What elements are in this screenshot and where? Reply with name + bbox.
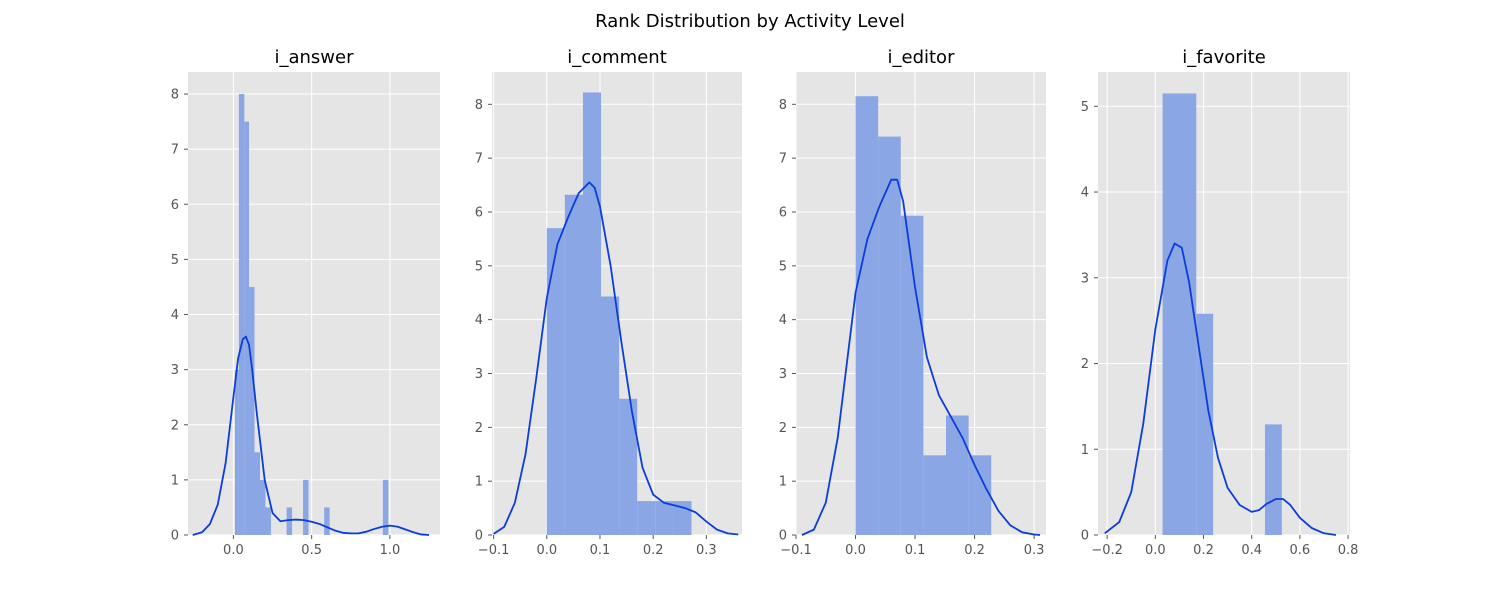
histogram-bar [546,228,565,535]
x-tick-label: 0.1 [590,543,611,558]
y-tick-label: 8 [779,98,787,113]
x-tick-label: 0.0 [536,543,557,558]
y-tick-label: 7 [171,143,179,158]
y-tick-label: 1 [1081,443,1089,458]
subplot-4: −0.2 0.0 0.2 0.4 0.6 0.8 0 1 2 3 4 5 i_favorite [1081,47,1359,558]
subplot-title: i_favorite [1182,47,1266,68]
y-tick-label: 0 [475,529,483,544]
x-tick-label: 0.0 [223,543,244,558]
y-tick-label: 2 [1081,357,1089,372]
x-tick-label: 0.2 [1193,543,1214,558]
y-tick-label: 8 [475,98,483,113]
subplot-title: i_editor [888,47,956,68]
y-tick-label: 0 [779,529,787,544]
y-tick-label: 3 [1081,271,1089,286]
subplots: 0.0 0.5 1.0 0 1 2 3 4 5 6 7 8 i_answer −0.1 0.0 0.1 0.2 0… [171,47,1359,558]
histogram-bar [1264,424,1282,535]
histogram-bar [655,501,674,535]
histogram-bar [244,121,250,535]
kde-curve [1104,242,1337,536]
subplot-3: −0.1 0.0 0.1 0.2 0.3 0 1 2 3 4 5 6 7 8 i_editor [779,47,1046,558]
y-tick-label: 2 [171,418,179,433]
kde-curve [493,181,739,536]
y-tick-label: 8 [171,88,179,103]
figure-title: Rank Distribution by Activity Level [595,11,905,32]
histogram-bar [564,194,583,535]
histogram-bar [855,96,879,535]
y-tick-label: 4 [171,308,179,323]
y-tick-label: 5 [1081,100,1089,115]
y-tick-label: 1 [475,475,483,490]
x-tick-label: 1.0 [380,543,401,558]
histogram-bar [637,501,656,535]
y-tick-label: 0 [171,529,179,544]
histogram-bar [1196,313,1214,535]
kde-curve [801,178,1041,536]
histogram-bar [238,94,245,536]
plot-area [1098,72,1350,535]
histogram-bar [582,92,602,536]
y-tick-label: 6 [475,205,483,220]
histogram-bar [878,136,901,535]
y-tick-label: 3 [475,367,483,382]
y-tick-label: 5 [779,259,787,274]
histogram-bar [234,369,239,535]
y-tick-label: 7 [779,152,787,167]
y-tick-label: 0 [1081,529,1089,544]
y-tick-label: 6 [171,198,179,213]
histogram-bar [382,479,389,535]
histogram-bar [324,507,330,535]
histogram-bar [619,398,638,535]
x-tick-label: 0.4 [1241,543,1262,558]
x-tick-label: −0.1 [780,543,812,558]
y-tick-label: 6 [779,205,787,220]
x-tick-label: 0.2 [964,543,985,558]
histogram-bar [900,215,924,535]
y-tick-label: 7 [475,152,483,167]
y-tick-label: 1 [171,473,179,488]
histogram-bar [601,296,620,535]
histogram-bar [968,455,992,535]
histogram-bar [249,286,255,535]
y-tick-label: 5 [475,259,483,274]
subplot-title: i_answer [274,47,354,68]
histogram-bar [923,455,946,535]
kde-curve [192,335,430,536]
y-tick-label: 4 [1081,186,1089,201]
subplot-2: −0.1 0.0 0.1 0.2 0.3 0 1 2 3 4 5 6 7 8 i_comment [475,47,742,558]
y-tick-label: 5 [171,253,179,268]
x-tick-label: 0.2 [643,543,664,558]
subplot-title: i_comment [567,47,667,68]
x-tick-label: 0.0 [1145,543,1166,558]
x-tick-label: 0.5 [301,543,322,558]
histogram-bar [260,479,266,535]
y-tick-label: 3 [171,363,179,378]
x-tick-label: −0.2 [1091,543,1123,558]
histogram-bar [254,452,260,535]
x-tick-label: −0.1 [478,543,510,558]
histogram-bar [303,479,309,535]
x-tick-label: 0.0 [845,543,866,558]
x-tick-label: 0.1 [905,543,926,558]
histogram-bar [265,507,271,535]
y-tick-label: 2 [779,421,787,436]
y-tick-label: 4 [475,313,483,328]
x-tick-label: 0.8 [1338,543,1359,558]
x-tick-label: 0.6 [1290,543,1311,558]
y-tick-label: 4 [779,313,787,328]
x-tick-label: 0.3 [696,543,717,558]
y-tick-label: 1 [779,475,787,490]
histogram-bar [286,507,293,535]
histogram-bar [946,415,969,535]
subplot-1: 0.0 0.5 1.0 0 1 2 3 4 5 6 7 8 i_answer [171,47,440,558]
y-tick-label: 2 [475,421,483,436]
x-tick-label: 0.3 [1024,543,1045,558]
y-tick-label: 3 [779,367,787,382]
histogram-bar [1162,93,1197,536]
